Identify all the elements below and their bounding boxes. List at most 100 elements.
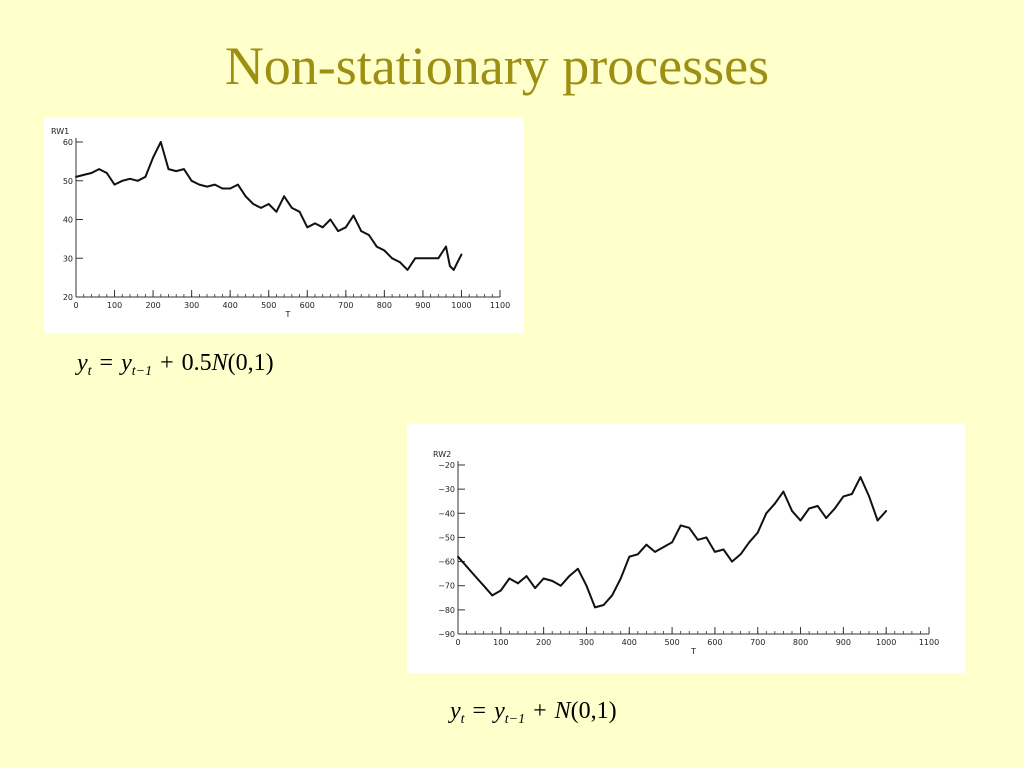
y-tick-label: −80 (438, 606, 455, 615)
data-point (748, 541, 751, 544)
data-point (534, 587, 536, 589)
y-tick-label: 50 (63, 177, 73, 186)
data-point (221, 187, 224, 190)
data-point (283, 195, 285, 198)
data-point (688, 526, 691, 529)
data-point (406, 269, 409, 271)
data-point (105, 172, 108, 174)
data-point (260, 207, 262, 209)
x-tick-label: 800 (793, 638, 808, 647)
y-tick-label: 60 (63, 138, 73, 147)
data-point (398, 261, 401, 263)
formula-equals: = (99, 350, 114, 376)
data-point (696, 538, 699, 541)
y-tick-label: −60 (438, 558, 455, 567)
x-tick-label: 900 (415, 301, 430, 310)
data-point (457, 555, 459, 558)
data-point (206, 185, 209, 188)
x-tick-label: 600 (707, 638, 722, 647)
data-point (414, 257, 417, 260)
x-tick-label: 500 (261, 301, 276, 310)
data-point (429, 257, 432, 260)
formula-args: (0,1) (227, 350, 274, 376)
data-point (391, 257, 393, 260)
data-point (474, 575, 476, 577)
formula-sub-t-minus-1: t−1 (131, 364, 153, 379)
formula-plus: + (533, 698, 547, 724)
data-point (491, 594, 494, 597)
x-tick-label: 100 (493, 638, 508, 647)
chart-panel-rw2: 0 100 200 300 400 500 600 700 800 900 1000 1100 −20 −… (407, 424, 965, 673)
formula-args: (0,1) (570, 698, 617, 724)
data-point (291, 207, 293, 209)
data-point (144, 176, 147, 178)
data-point (577, 567, 579, 570)
y-tick-label: −20 (438, 461, 455, 470)
data-point (329, 218, 332, 221)
formula-coefficient: 0.5 (181, 350, 212, 376)
data-point (705, 536, 708, 539)
y-tick-label: 20 (63, 293, 73, 302)
x-tick-label: 900 (836, 638, 851, 647)
data-point (731, 560, 733, 563)
data-point (662, 546, 665, 548)
x-tick-label: 400 (622, 638, 637, 647)
data-point (551, 580, 554, 582)
x-tick-label: 200 (145, 301, 160, 310)
data-point (460, 253, 463, 256)
data-point (383, 249, 386, 252)
x-tick-label: 1000 (451, 301, 471, 310)
x-tick-label: 400 (223, 301, 238, 310)
data-point (868, 495, 870, 498)
data-point (739, 553, 742, 556)
x-tick-label: 1100 (490, 301, 510, 310)
x-axis-label: T (690, 647, 696, 656)
data-point (375, 245, 378, 248)
y-axis-label: RW1 (51, 127, 69, 136)
data-point (722, 548, 725, 551)
data-point (175, 170, 178, 172)
data-point (636, 553, 639, 556)
data-point (559, 584, 562, 587)
data-point (121, 179, 124, 182)
data-point (876, 519, 879, 522)
x-tick-label: 700 (338, 301, 353, 310)
y-tick-label: −90 (438, 630, 455, 639)
data-point (314, 222, 316, 225)
data-point (368, 234, 370, 236)
data-point (628, 555, 631, 558)
data-point (602, 604, 605, 606)
chart-rw1: 0 100 200 300 400 500 600 700 800 900 1000 1100 20 30… (51, 127, 510, 319)
data-point (183, 168, 185, 170)
data-point (213, 183, 216, 186)
y-tick-label: −40 (438, 509, 455, 518)
data-point (452, 269, 455, 271)
data-point (799, 519, 802, 522)
chart-panel-rw1: 0 100 200 300 400 500 600 700 800 900 1000 1100 20 30… (44, 117, 524, 333)
formula-sub-t: t (87, 364, 92, 379)
data-point (321, 226, 324, 229)
formula-var-y-lag: y (494, 698, 505, 724)
data-point (337, 230, 339, 232)
data-point (594, 606, 596, 609)
data-point (275, 210, 278, 213)
data-point (352, 214, 355, 217)
x-tick-label: 300 (184, 301, 199, 310)
series-line (75, 141, 463, 271)
data-point (422, 257, 424, 260)
y-tick-label: 40 (63, 216, 73, 225)
formula-rw1: yt = yt−1 +0.5N(0,1) (77, 350, 274, 379)
data-point (568, 575, 571, 577)
data-point (465, 565, 468, 568)
data-point (298, 210, 301, 213)
data-point (619, 577, 622, 580)
formula-rw2: yt = yt−1 + N(0,1) (450, 698, 617, 727)
data-point (136, 179, 139, 182)
formula-sub-t: t (460, 712, 465, 727)
x-tick-label: 0 (455, 638, 460, 647)
x-tick-label: 600 (300, 301, 315, 310)
data-point (833, 507, 836, 510)
data-point (765, 512, 768, 515)
data-point (611, 594, 613, 597)
data-point (113, 183, 116, 186)
